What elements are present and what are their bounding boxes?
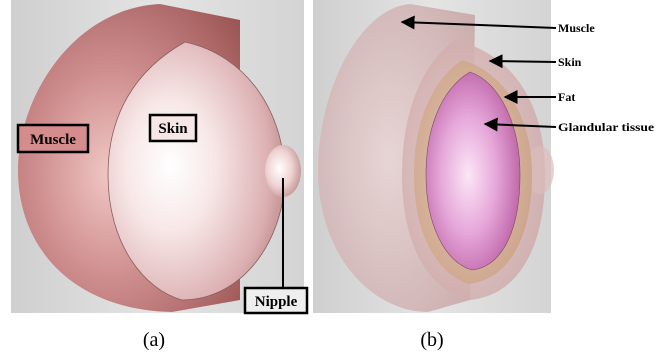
nipple-b (526, 146, 554, 194)
skin-label-a: Skin (158, 121, 188, 137)
fat-label-b: Fat (558, 90, 575, 104)
panel-b (313, 0, 554, 313)
skin-dome (107, 41, 286, 301)
nipple (265, 145, 301, 197)
skin-label-b: Skin (558, 55, 582, 69)
nipple-label-box-a (243, 286, 309, 315)
arrow-glandular (483, 117, 557, 132)
caption-a: (a) (143, 329, 165, 351)
glandular-label-b: Glandular tissue (558, 120, 655, 134)
muscle-label-b: Muscle (558, 21, 595, 35)
muscle-label-a: Muscle (30, 132, 76, 148)
panel-a: Muscle Skin Nipple (a) (11, 0, 309, 351)
skin-label-box-a (148, 113, 198, 143)
arrows-b (400, 15, 557, 132)
arrow-skin (488, 54, 557, 69)
arrow-muscle (400, 15, 557, 30)
caption-b: (b) (420, 329, 443, 351)
muscle-label-box-a (16, 123, 90, 154)
nipple-label-a: Nipple (255, 294, 298, 310)
